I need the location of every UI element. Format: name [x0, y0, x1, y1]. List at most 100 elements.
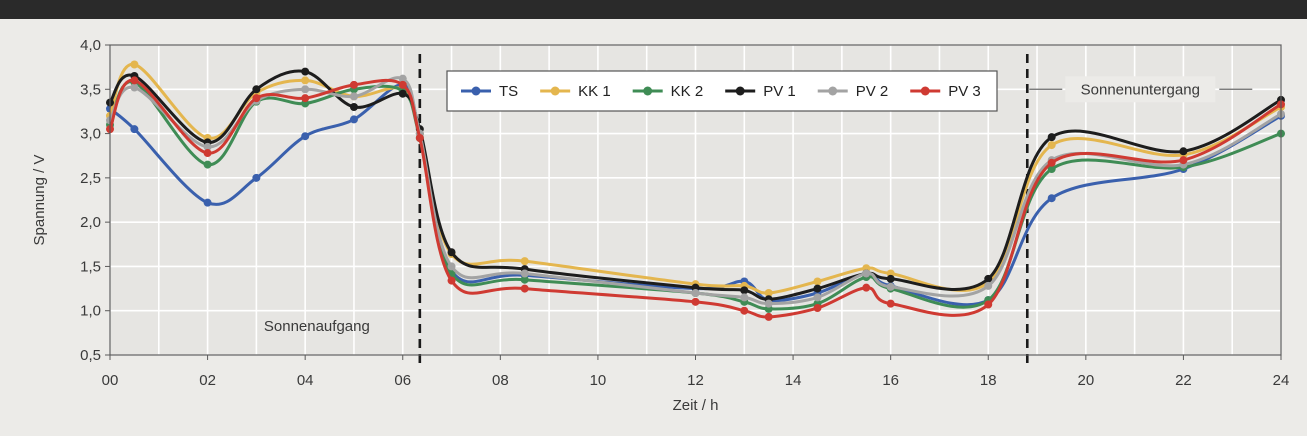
sunset-label: Sonnenuntergang	[1081, 81, 1200, 98]
x-tick-label: 06	[394, 372, 411, 389]
x-tick-label: 12	[687, 372, 704, 389]
x-tick-label: 20	[1077, 372, 1094, 389]
data-point-pv3	[415, 134, 424, 142]
data-point-pv3	[130, 76, 139, 85]
data-point-ts	[349, 115, 358, 124]
data-point-pv3	[398, 80, 407, 89]
data-point-pv3	[1179, 156, 1188, 165]
y-tick-label: 2,5	[80, 170, 101, 187]
data-point-ts	[130, 125, 139, 134]
data-point-pv3	[691, 297, 700, 306]
legend-entry-pv1: PV 1	[763, 83, 796, 100]
data-point-kk1	[301, 76, 310, 85]
data-point-pv1	[813, 284, 822, 293]
y-tick-label: 1,0	[80, 303, 101, 320]
data-point-pv3	[252, 94, 261, 103]
x-tick-label: 22	[1175, 372, 1192, 389]
data-point-pv3	[886, 299, 895, 308]
data-point-ts	[1047, 194, 1056, 203]
legend-swatch-marker-pv3	[920, 86, 930, 96]
data-point-pv3	[203, 149, 212, 158]
x-tick-label: 10	[590, 372, 607, 389]
data-point-pv1	[398, 89, 407, 98]
y-tick-label: 4,0	[80, 37, 101, 54]
data-point-pv2	[520, 269, 529, 278]
series-pv3	[106, 76, 1285, 321]
data-point-pv3	[984, 300, 993, 309]
data-point-pv3	[764, 312, 773, 321]
y-tick-label: 1,5	[80, 258, 101, 275]
data-point-pv2	[398, 74, 407, 83]
y-tick-label: 0,5	[80, 347, 101, 364]
data-point-pv2	[130, 83, 139, 92]
data-point-ts	[301, 132, 310, 141]
data-point-pv1	[886, 274, 895, 283]
legend-entry-kk1: KK 1	[578, 83, 611, 100]
legend-entry-pv3: PV 3	[948, 83, 981, 100]
series-line-pv1	[108, 69, 1283, 301]
data-point-pv2	[691, 289, 700, 297]
y-tick-label: 2,0	[80, 214, 101, 231]
axes: 00 02 04 06 08 10 12 14 16 18 20 22 24 0,5 1,0 1,5 2,0 2,…	[31, 37, 1289, 414]
data-point-kk1	[1047, 141, 1056, 150]
legend-entry-ts: TS	[499, 83, 518, 100]
annotations: Sonnenaufgang Sonnenuntergang	[264, 76, 1253, 335]
data-point-pv2	[764, 299, 773, 308]
y-tick-label: 3,5	[80, 81, 101, 98]
data-point-pv2	[740, 293, 749, 302]
legend: TS KK 1 KK 2 PV 1 PV 2 PV 3	[446, 70, 998, 112]
data-point-pv1	[1179, 147, 1188, 156]
legend-box	[446, 70, 998, 112]
data-point-pv2	[813, 293, 822, 302]
data-point-kk1	[813, 277, 822, 286]
x-tick-label: 04	[297, 372, 314, 389]
data-point-ts	[203, 198, 212, 207]
data-point-pv3	[447, 276, 456, 285]
x-tick-label: 18	[980, 372, 997, 389]
data-point-pv3	[1047, 158, 1056, 167]
data-point-pv3	[349, 80, 358, 89]
legend-entry-pv2: PV 2	[856, 83, 889, 100]
legend-swatch-marker-pv2	[828, 86, 838, 96]
data-point-pv1	[984, 274, 993, 283]
data-point-pv3	[301, 94, 310, 103]
data-point-pv1	[447, 248, 456, 257]
y-axis-title: Spannung / V	[31, 155, 48, 246]
data-point-pv2	[984, 281, 993, 290]
x-tick-label: 08	[492, 372, 509, 389]
data-point-pv3	[520, 284, 529, 293]
data-point-ts	[252, 173, 261, 182]
data-point-pv3	[740, 306, 749, 315]
data-point-pv1	[301, 67, 310, 76]
legend-swatch-marker-ts	[471, 86, 481, 96]
x-tick-label: 14	[785, 372, 802, 389]
data-point-pv2	[447, 262, 456, 271]
legend-swatch-marker-kk2	[643, 86, 653, 96]
data-point-kk2	[203, 160, 212, 169]
sunset-label-bg	[1065, 76, 1216, 103]
data-point-pv1	[740, 286, 749, 295]
data-point-kk1	[520, 257, 529, 266]
data-point-pv3	[862, 283, 871, 292]
sunrise-label: Sonnenaufgang	[264, 318, 370, 335]
legend-entry-kk2: KK 2	[671, 83, 704, 100]
series-line-pv3	[108, 78, 1283, 319]
data-point-kk1	[764, 289, 773, 297]
data-point-pv1	[349, 103, 358, 111]
x-axis-title: Zeit / h	[673, 397, 719, 414]
data-point-pv2	[862, 269, 871, 278]
data-point-kk2	[1047, 165, 1056, 173]
top-band	[0, 0, 1307, 19]
data-point-pv2	[886, 282, 895, 291]
data-point-pv3	[813, 304, 822, 313]
legend-swatch-marker-kk1	[550, 86, 560, 96]
data-point-pv1	[252, 85, 261, 94]
data-point-pv1	[1047, 133, 1056, 142]
data-point-pv2	[203, 142, 212, 151]
x-tick-label: 00	[102, 372, 119, 389]
data-point-pv2	[349, 92, 358, 101]
data-point-kk2	[520, 275, 529, 284]
x-tick-label: 02	[199, 372, 216, 389]
